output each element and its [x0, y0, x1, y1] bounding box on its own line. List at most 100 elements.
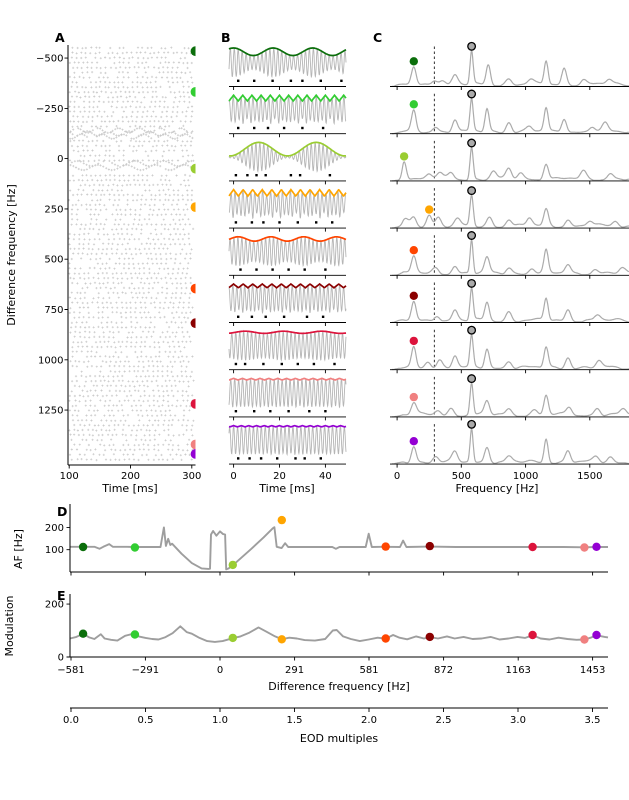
ticks: [66, 603, 594, 661]
spike-dot: [308, 410, 311, 413]
spike-dot: [296, 221, 299, 224]
spines: [69, 504, 608, 573]
power-spectrum: [391, 96, 629, 135]
spike-dot: [234, 410, 238, 413]
spike-dot: [315, 221, 318, 224]
eod-peak-circle: [467, 325, 477, 335]
tick-label: 200: [45, 600, 64, 611]
tick-label: 1250: [38, 406, 63, 417]
eod-axis-ticks: [70, 708, 593, 712]
panel-c-row-axis: [390, 86, 629, 90]
panel-a-ticks: [64, 57, 193, 469]
spike-dot: [340, 79, 343, 82]
tick-label: 872: [434, 665, 453, 676]
tick-label: 100: [60, 471, 79, 482]
spike-dot: [250, 221, 254, 224]
tick-label: 200: [121, 471, 140, 482]
panel-label-d: D: [57, 504, 67, 519]
series-dot: [528, 630, 537, 640]
tick-label: 3.5: [585, 715, 601, 726]
tick-label: 1500: [577, 471, 602, 482]
envelope-line: [229, 330, 347, 335]
spike-dot: [253, 79, 256, 82]
df-marker: [190, 318, 196, 329]
tick-label: 2.0: [361, 715, 377, 726]
eod-peak-circle: [467, 89, 477, 99]
spike-dot: [294, 457, 297, 460]
panel-a-xlabel: Time [ms]: [101, 482, 157, 495]
spike-dot: [248, 457, 251, 460]
spike-dot: [312, 362, 316, 366]
panel-b-row-axis: [229, 369, 346, 374]
spines: [69, 594, 608, 658]
panel-a-ylabel: Difference frequency [Hz]: [5, 184, 18, 326]
spike-dot: [324, 410, 327, 413]
panel-c-row-axis: [390, 180, 629, 185]
df-marker: [190, 439, 196, 450]
panel-e-modulation-plot: 0 200 −581 −291 0 291 581 872 1163 1453: [45, 594, 609, 676]
spike-dot: [287, 268, 290, 271]
spike-dot: [264, 315, 267, 318]
tick-label: 300: [182, 471, 201, 482]
eod-peak-circle: [467, 186, 477, 196]
series-dot: [580, 543, 589, 552]
tick-label: 100: [45, 545, 64, 556]
panel-c-row-axis: [390, 369, 629, 374]
envelope-line: [228, 47, 347, 57]
data-line: [69, 625, 609, 643]
spike-dot: [250, 315, 254, 318]
envelope-line: [228, 235, 347, 242]
spike-dot: [328, 174, 332, 177]
panel-label-e: E: [57, 588, 66, 603]
af-peak-dot: [425, 205, 434, 214]
power-spectrum: [391, 332, 629, 371]
spike-dot: [280, 362, 283, 366]
series-dot: [277, 515, 286, 525]
af-peak-dot: [409, 392, 418, 402]
tick-label: 3.0: [510, 715, 526, 726]
spike-dot: [303, 268, 306, 271]
envelope-line: [228, 93, 347, 103]
tick-label: −250: [36, 104, 63, 115]
tick-label: 0: [230, 471, 236, 482]
panel-e-ylabel: Modulation: [3, 595, 16, 656]
series-dot: [78, 629, 88, 638]
beat-waveform: [228, 235, 347, 268]
series-dot: [580, 635, 589, 644]
spike-dot: [246, 174, 249, 177]
spike-dot: [301, 126, 304, 130]
series-dot: [425, 632, 434, 642]
df-marker: [190, 399, 196, 409]
series-dot: [130, 630, 140, 639]
eod-peak-circle: [467, 374, 477, 384]
panel-d-af-plot: 100 200: [45, 504, 608, 576]
panel-c-row-axis: [390, 227, 629, 232]
af-peak-dot: [409, 437, 418, 446]
af-peak-dot: [409, 100, 418, 109]
tick-label: 200: [45, 523, 64, 534]
beat-waveform: [228, 46, 347, 79]
df-marker: [190, 449, 196, 459]
beat-waveform: [228, 329, 347, 362]
series-dot: [78, 542, 88, 552]
spike-dot: [253, 126, 256, 130]
spike-dot: [305, 315, 309, 318]
tick-label: 0.0: [63, 715, 79, 726]
series-dot: [228, 560, 237, 570]
spike-dot: [276, 457, 279, 460]
spike-dot: [255, 174, 258, 177]
spike-dot: [237, 79, 240, 82]
af-peak-dot: [409, 57, 418, 66]
spike-dot: [319, 79, 322, 82]
series-dot: [528, 542, 537, 552]
tick-label: −291: [132, 665, 159, 676]
series-dot: [228, 633, 237, 643]
panel-c-row-axis: [390, 133, 629, 138]
spike-dot: [262, 221, 265, 224]
spike-dot: [319, 457, 322, 460]
series-dot: [425, 541, 434, 551]
eod-peak-circle: [467, 231, 477, 240]
panel-b-waveform-plots: 0 20 40: [228, 46, 347, 482]
series-dot: [277, 635, 286, 644]
